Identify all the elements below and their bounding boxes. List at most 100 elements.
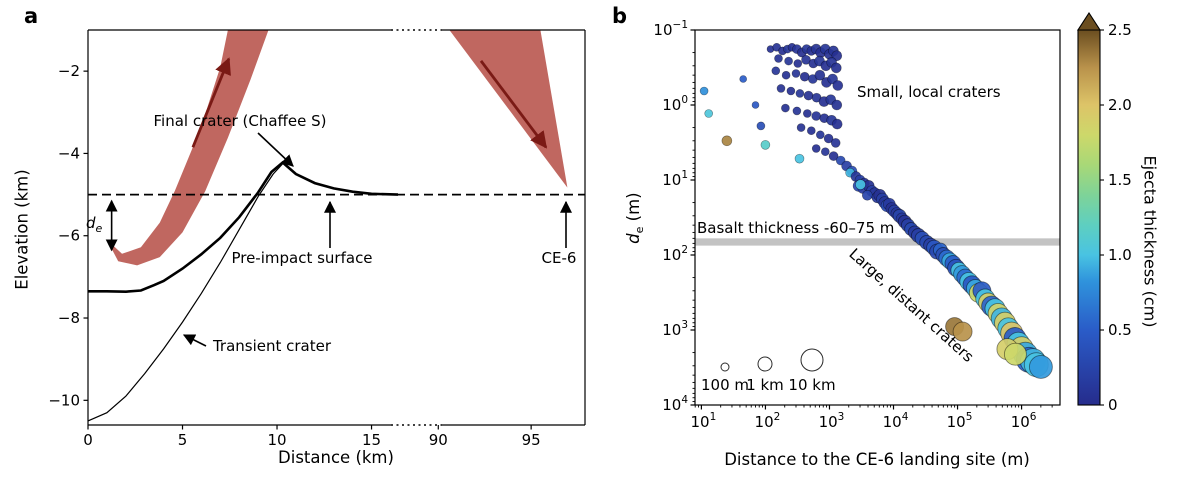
x-tick-label: 10 — [267, 431, 286, 449]
scatter-point — [831, 99, 843, 111]
scatter-point — [786, 86, 796, 96]
colorbar-tick-label: 2.0 — [1108, 96, 1132, 114]
scatter-point — [801, 54, 811, 65]
colorbar-tick-label: 0.5 — [1108, 321, 1132, 339]
scatter-point — [803, 109, 812, 118]
x-tick-label: 15 — [362, 431, 381, 449]
scatter-point — [811, 111, 821, 121]
ejecta-trajectory-arrow — [191, 57, 231, 148]
colorbar-extend-arrow — [1076, 11, 1102, 31]
colorbar-tick-label: 1.0 — [1108, 246, 1132, 264]
scatter-point — [796, 123, 806, 132]
panel-b-label: b — [612, 4, 628, 28]
size-legend-label: 100 m — [701, 376, 749, 394]
de-subscript: e — [633, 226, 647, 234]
annotation-basalt-thickness: Basalt thickness -60–75 m — [697, 219, 894, 237]
scatter-point — [739, 75, 747, 83]
scatter-point — [793, 59, 803, 68]
scatter-point — [791, 69, 801, 78]
scatter-points — [699, 42, 1053, 379]
scatter-point — [811, 144, 821, 153]
scatter-point — [816, 130, 825, 140]
scatter-point — [823, 133, 834, 144]
scatter-point — [832, 80, 844, 91]
basalt-thickness-band — [695, 238, 1060, 246]
scatter-point — [855, 179, 866, 190]
y-tick-label: −6 — [58, 227, 80, 245]
y-tick-label: −10 — [48, 391, 80, 409]
panel-b-y-axis-title: de (m) — [624, 168, 646, 268]
scatter-point — [751, 101, 760, 109]
annotation-transient: Transient crater — [212, 337, 332, 355]
scatter-point — [781, 103, 790, 113]
scatter-point — [704, 109, 713, 118]
scatter-point — [760, 140, 771, 150]
colorbar-tick-label: 0 — [1108, 396, 1118, 414]
x-tick-label: 90 — [429, 431, 448, 449]
tick-label: 102 — [755, 411, 781, 431]
tick-label: 103 — [819, 411, 845, 431]
scatter-point — [861, 190, 873, 201]
annotation-final-crater: Final crater (Chaffee S) — [154, 112, 327, 130]
colorbar — [1077, 29, 1101, 406]
scatter-point — [799, 71, 810, 82]
tick-label: 101 — [662, 169, 688, 189]
scatter-point — [776, 84, 786, 93]
series-thick — [88, 160, 399, 294]
scatter-point — [721, 135, 733, 147]
scatter-point — [792, 106, 802, 116]
size-legend-label: 1 km — [746, 376, 784, 394]
scatter-point — [803, 90, 814, 101]
plot-frame — [694, 29, 1061, 406]
colorbar-title: Ejecta thickness (cm) — [1140, 155, 1160, 328]
scatter-point — [781, 70, 791, 80]
annotation-ce6: CE-6 — [542, 249, 577, 267]
scatter-point — [831, 118, 843, 130]
scatter-point — [794, 153, 805, 164]
panel-b-x-axis-title: Distance to the CE-6 landing site (m) — [724, 450, 1030, 469]
scatter-point — [772, 42, 781, 52]
tick-label: 106 — [1011, 411, 1037, 431]
tick-label: 105 — [947, 411, 973, 431]
scatter-point — [830, 138, 841, 148]
scatter-point — [784, 56, 793, 66]
panel-b-plot: 101 102 103 104 105 106 10−1 100 101 102 103 104 Bas… — [653, 11, 1132, 431]
tick-label: 10−1 — [653, 19, 688, 39]
de-annotation: de — [86, 214, 103, 235]
panel-a-label: a — [24, 4, 39, 28]
y-tick-label: −4 — [58, 144, 80, 162]
series-thin — [87, 163, 284, 422]
scatter-point — [771, 66, 781, 76]
size-legend-circle — [800, 348, 824, 372]
ejecta-fan-left — [106, 30, 269, 266]
scatter-point — [1028, 354, 1053, 379]
annotation-small-local: Small, local craters — [857, 83, 1001, 101]
scatter-point — [814, 69, 826, 81]
scatter-point — [699, 86, 709, 96]
tick-label: 104 — [883, 411, 909, 431]
size-legend-circle — [720, 362, 730, 372]
panel-a-y-axis-title: Elevation (km) — [12, 169, 32, 290]
tick-label: 102 — [662, 244, 688, 264]
de-unit: (m) — [623, 192, 643, 227]
tick-label: 104 — [662, 394, 688, 414]
annotation-pre-impact: Pre-impact surface — [231, 249, 372, 267]
panel-a-plot: 0 5 10 15 90 95 −2 −4 −6 −8 −10 Final crater (Chaff… — [48, 29, 586, 449]
size-legend-label: 10 km — [788, 376, 835, 394]
scatter-point — [807, 126, 816, 135]
scatter-point — [1003, 342, 1027, 366]
x-tick-label: 0 — [83, 431, 93, 449]
de-symbol: d — [623, 233, 643, 244]
x-tick-label: 95 — [522, 431, 541, 449]
scatter-point — [774, 54, 783, 63]
scatter-point — [828, 151, 839, 161]
panel-a-chart: 0 5 10 15 90 95 −2 −4 −6 −8 −10 Final crater (Chaff… — [48, 29, 586, 449]
scatter-point — [795, 89, 805, 98]
annotation-arrow-final-crater — [257, 132, 294, 167]
size-legend-circle — [757, 356, 773, 372]
y-tick-label: −2 — [58, 62, 80, 80]
x-tick-label: 5 — [178, 431, 188, 449]
scatter-point — [831, 62, 842, 74]
colorbar-tick-label: 1.5 — [1108, 171, 1132, 189]
colorbar-tick-label: 2.5 — [1108, 21, 1132, 39]
